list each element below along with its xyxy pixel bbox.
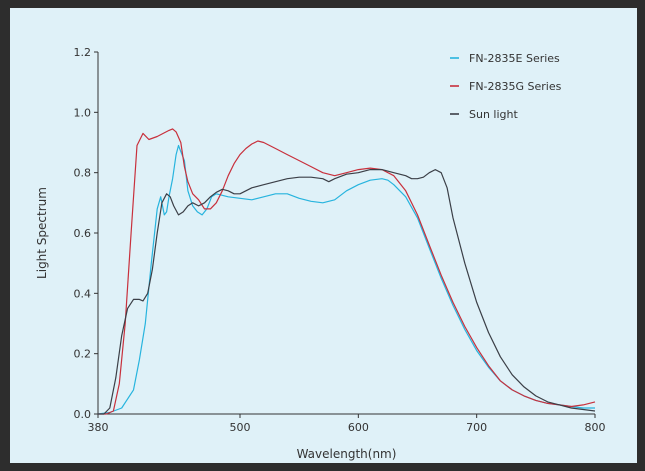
- x-axis-title: Wavelength(nm): [297, 447, 397, 461]
- legend-group: FN-2835E Series FN-2835G Series Sun light: [450, 52, 562, 121]
- series-line-2: [98, 128, 596, 415]
- y-tick-label: 0.2: [74, 348, 92, 361]
- legend-label-1: FN-2835E Series: [469, 52, 560, 65]
- line-chart: 0.0 0.2 0.4 0.6 0.8 1.0 1.2 380 500 600 700 800 FN-…: [35, 46, 606, 461]
- y-tick-label: 0.4: [74, 287, 92, 300]
- y-tick-label: 0.6: [74, 227, 92, 240]
- series-group: [97, 128, 596, 415]
- series-line-1: [97, 144, 595, 415]
- axes-group: 0.0 0.2 0.4 0.6 0.8 1.0 1.2 380 500 600 700 800: [74, 46, 606, 434]
- x-tick-label: 500: [230, 421, 251, 434]
- y-tick-label: 0.8: [74, 167, 92, 180]
- x-tick-label: 700: [466, 421, 487, 434]
- legend-label-2: FN-2835G Series: [469, 80, 562, 93]
- x-tick-label: 800: [585, 421, 606, 434]
- y-tick-label: 0.0: [74, 408, 92, 421]
- chart-panel: 0.0 0.2 0.4 0.6 0.8 1.0 1.2 380 500 600 700 800 FN-…: [10, 8, 637, 463]
- y-tick-label: 1.2: [74, 46, 92, 59]
- y-axis-title: Light Spectrum: [35, 187, 49, 279]
- x-tick-label: 380: [88, 421, 109, 434]
- legend-label-3: Sun light: [469, 108, 518, 121]
- series-line-3: [98, 169, 596, 415]
- x-tick-label: 600: [348, 421, 369, 434]
- y-tick-label: 1.0: [74, 106, 92, 119]
